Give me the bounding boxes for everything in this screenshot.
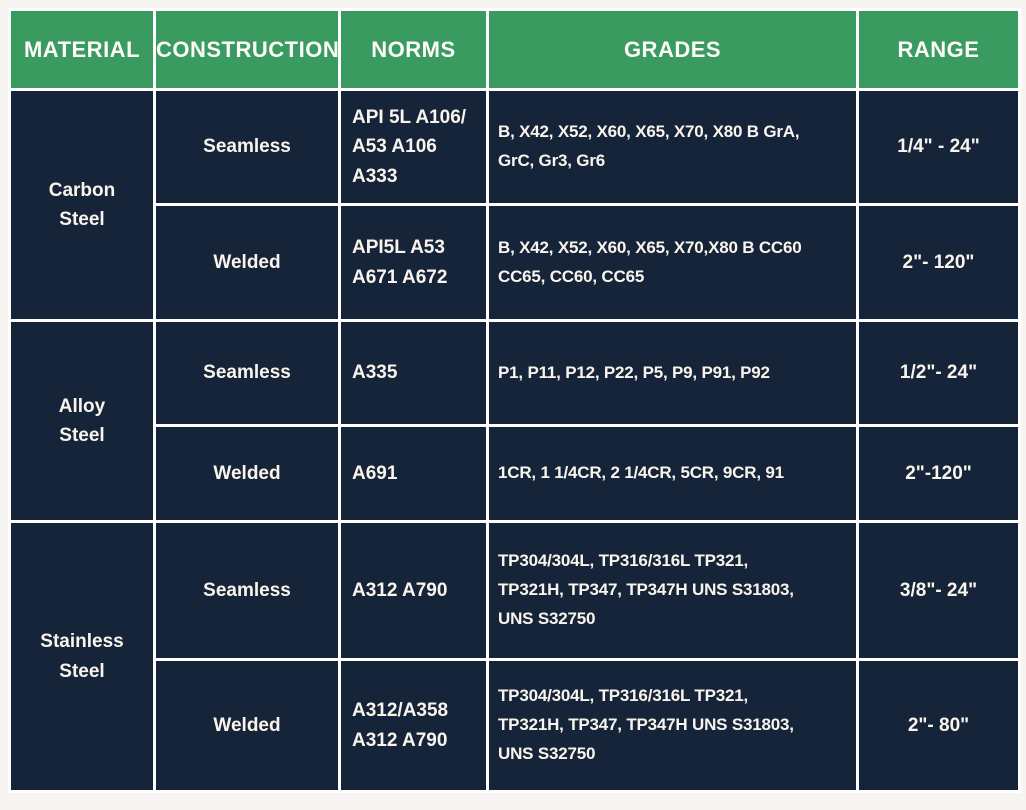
material-cell-carbon-steel: Carbon Steel	[8, 88, 156, 322]
header-cell-range: RANGE	[856, 8, 1021, 91]
norms-cell: API 5L A106/ A53 A106 A333	[338, 88, 489, 206]
norms-cell: A312/A358 A312 A790	[338, 658, 489, 793]
range-cell: 2"- 120"	[856, 203, 1021, 322]
pipe-specification-table: MATERIAL CONSTRUCTION NORMS GRADES RANGE…	[8, 8, 1021, 793]
header-cell-construction: CONSTRUCTION	[153, 8, 341, 91]
norms-cell: A312 A790	[338, 520, 489, 661]
construction-cell: Welded	[153, 658, 341, 793]
range-cell: 2"-120"	[856, 424, 1021, 523]
grades-cell: 1CR, 1 1/4CR, 2 1/4CR, 5CR, 9CR, 91	[486, 424, 859, 523]
grades-cell: B, X42, X52, X60, X65, X70, X80 B GrA, G…	[486, 88, 859, 206]
range-cell: 1/4" - 24"	[856, 88, 1021, 206]
construction-cell: Seamless	[153, 88, 341, 206]
table-row: Stainless Steel Seamless A312 A790 TP304…	[8, 520, 1021, 793]
construction-cell: Welded	[153, 424, 341, 523]
table-row: Welded A691 1CR, 1 1/4CR, 2 1/4CR, 5CR, …	[10, 424, 1021, 523]
material-cell-stainless-steel: Stainless Steel	[8, 520, 156, 793]
material-cell-alloy-steel: Alloy Steel	[8, 319, 156, 523]
grades-cell: B, X42, X52, X60, X65, X70,X80 B CC60 CC…	[486, 203, 859, 322]
header-cell-norms: NORMS	[338, 8, 489, 91]
construction-cell: Seamless	[153, 319, 341, 427]
table-header-row: MATERIAL CONSTRUCTION NORMS GRADES RANGE	[8, 8, 1021, 91]
range-cell: 3/8"- 24"	[856, 520, 1021, 661]
table-row: Welded A312/A358 A312 A790 TP304/304L, T…	[10, 658, 1021, 793]
construction-cell: Welded	[153, 203, 341, 322]
range-cell: 1/2"- 24"	[856, 319, 1021, 427]
table-row: Carbon Steel Seamless API 5L A106/ A53 A…	[8, 88, 1021, 322]
grades-cell: TP304/304L, TP316/316L TP321, TP321H, TP…	[486, 658, 859, 793]
header-cell-grades: GRADES	[486, 8, 859, 91]
table-row: Welded API5L A53 A671 A672 B, X42, X52, …	[10, 203, 1021, 322]
table-row: Alloy Steel Seamless A335 P1, P11, P12, …	[8, 319, 1021, 523]
norms-cell: A335	[338, 319, 489, 427]
grades-cell: TP304/304L, TP316/316L TP321, TP321H, TP…	[486, 520, 859, 661]
norms-cell: API5L A53 A671 A672	[338, 203, 489, 322]
header-cell-material: MATERIAL	[8, 8, 156, 91]
norms-cell: A691	[338, 424, 489, 523]
construction-cell: Seamless	[153, 520, 341, 661]
grades-cell: P1, P11, P12, P22, P5, P9, P91, P92	[486, 319, 859, 427]
range-cell: 2"- 80"	[856, 658, 1021, 793]
